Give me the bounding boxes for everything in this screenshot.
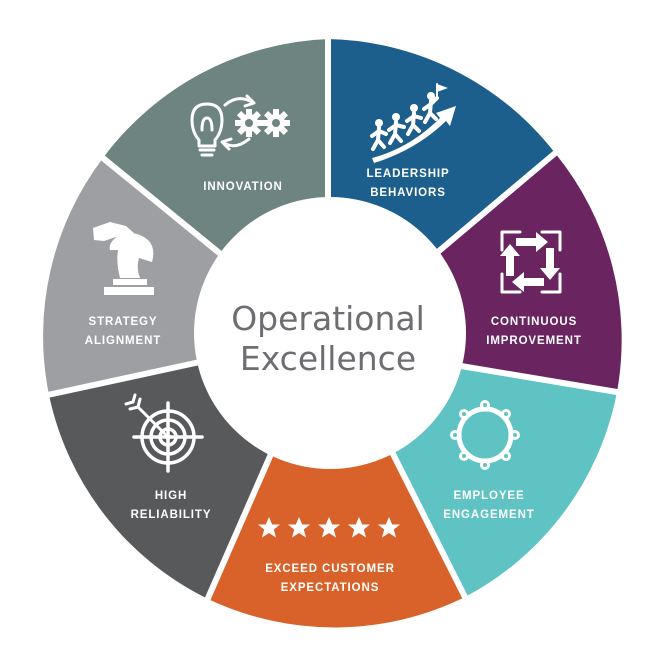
center-title-line1: Operational xyxy=(231,299,425,338)
cycle-arrows-icon xyxy=(500,230,562,294)
lightbulb-icon xyxy=(190,102,224,157)
people-circle-icon xyxy=(450,400,520,470)
label-leadership-line1: LEADERSHIP xyxy=(366,168,449,180)
label-reliability-line1: HIGH xyxy=(155,490,187,502)
climbing-people-icon xyxy=(370,83,456,163)
lightbulb-gears-icon xyxy=(190,94,290,157)
segment-continuous-improvement xyxy=(433,153,622,392)
center-circle xyxy=(194,197,466,469)
label-strategy-line1: STRATEGY xyxy=(89,316,158,328)
label-reliability-line2: RELIABILITY xyxy=(131,509,212,521)
curved-arrows-icon xyxy=(220,94,256,151)
label-customer-line1: EXCEED CUSTOMER xyxy=(265,563,395,575)
segment-high-reliability xyxy=(49,362,271,599)
label-leadership-line2: BEHAVIORS xyxy=(370,187,446,199)
chess-knight-icon xyxy=(93,222,154,295)
five-stars-icon xyxy=(258,517,400,538)
segment-leadership-behaviors xyxy=(328,39,555,256)
label-innovation: INNOVATION xyxy=(203,181,283,193)
label-employee-line1: EMPLOYEE xyxy=(453,490,524,502)
target-arrow-icon xyxy=(124,393,204,473)
label-customer-line2: EXPECTATIONS xyxy=(281,582,380,594)
label-employee-line2: ENGAGEMENT xyxy=(443,509,534,521)
gear-icon xyxy=(235,109,290,137)
label-strategy-line2: ALIGNMENT xyxy=(85,335,161,347)
segment-employee-engagement xyxy=(392,366,617,597)
label-continuous-line2: IMPROVEMENT xyxy=(486,335,582,347)
segment-exceed-customer-expectations xyxy=(208,452,465,628)
segment-dividers xyxy=(42,33,624,607)
label-continuous-line1: CONTINUOUS xyxy=(491,316,577,328)
center-title-line2: Excellence xyxy=(240,339,416,378)
